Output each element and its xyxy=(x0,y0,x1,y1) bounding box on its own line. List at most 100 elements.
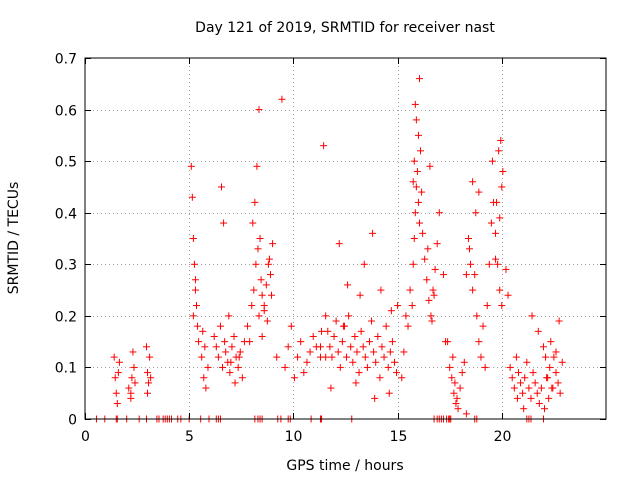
data-point xyxy=(475,338,483,346)
data-point xyxy=(353,348,361,356)
data-point xyxy=(352,379,360,387)
data-point xyxy=(330,332,338,340)
data-point xyxy=(400,348,408,356)
data-point xyxy=(371,394,379,402)
data-point xyxy=(236,348,244,356)
data-point xyxy=(410,235,418,242)
data-point xyxy=(435,209,443,217)
data-point xyxy=(469,178,477,186)
data-point xyxy=(256,235,264,242)
data-point xyxy=(287,322,295,330)
data-point xyxy=(449,353,457,361)
data-point xyxy=(534,327,542,335)
data-point xyxy=(145,379,153,387)
data-point xyxy=(227,358,235,366)
data-point xyxy=(231,379,239,387)
data-point xyxy=(550,353,558,361)
data-point xyxy=(128,374,136,382)
data-point xyxy=(131,379,139,387)
data-point xyxy=(144,389,152,397)
data-point xyxy=(504,291,512,299)
data-point xyxy=(481,363,489,371)
data-point xyxy=(471,271,479,279)
data-point xyxy=(113,400,121,408)
data-point xyxy=(190,260,198,268)
data-point xyxy=(469,286,477,294)
data-point xyxy=(439,271,447,279)
data-point xyxy=(332,317,340,325)
x-tick-labels: 0 5 10 15 20 xyxy=(81,429,511,445)
data-point xyxy=(382,322,390,330)
data-point xyxy=(268,291,276,299)
x-tick-label: 10 xyxy=(285,429,303,445)
data-point xyxy=(387,307,395,315)
data-point xyxy=(356,291,364,299)
data-point xyxy=(221,338,229,346)
data-point xyxy=(406,286,414,294)
data-point xyxy=(472,209,480,217)
data-point xyxy=(320,142,328,150)
data-point xyxy=(112,389,120,397)
data-point xyxy=(235,353,243,361)
y-tick-label: 0.3 xyxy=(55,258,77,274)
data-point xyxy=(339,322,347,330)
data-point xyxy=(349,358,357,366)
data-point xyxy=(284,343,292,351)
data-point xyxy=(127,389,135,397)
data-point xyxy=(244,322,252,330)
data-point xyxy=(462,410,470,418)
data-point xyxy=(130,363,138,371)
data-point xyxy=(446,363,454,371)
data-point xyxy=(146,353,154,361)
data-point xyxy=(430,291,438,299)
data-point xyxy=(189,235,197,242)
data-point xyxy=(424,245,432,253)
data-point xyxy=(508,374,516,382)
data-point xyxy=(421,255,429,263)
data-point xyxy=(415,75,423,83)
x-tick-label: 5 xyxy=(185,429,194,445)
data-point xyxy=(194,322,202,330)
data-point xyxy=(192,302,200,310)
data-point xyxy=(345,312,353,320)
y-tick-label: 0.7 xyxy=(55,52,77,68)
data-point xyxy=(408,302,416,310)
y-tick-label: 0.1 xyxy=(55,361,77,377)
data-point xyxy=(492,229,500,237)
data-point xyxy=(517,379,525,387)
data-point xyxy=(281,363,289,371)
data-point xyxy=(414,131,422,139)
data-point xyxy=(398,374,406,382)
data-point xyxy=(448,374,456,382)
data-point xyxy=(506,363,514,371)
data-point xyxy=(253,162,261,170)
data-point xyxy=(328,353,336,361)
data-point xyxy=(498,183,506,191)
tick-marks xyxy=(85,58,606,420)
data-point xyxy=(370,348,378,356)
data-point xyxy=(558,358,566,366)
data-point xyxy=(336,363,344,371)
data-point xyxy=(427,312,435,320)
data-point xyxy=(423,276,431,284)
data-point xyxy=(429,286,437,294)
data-point xyxy=(361,353,369,361)
data-point xyxy=(372,358,380,366)
data-point xyxy=(494,260,502,268)
data-point xyxy=(369,229,377,237)
data-point xyxy=(355,369,363,377)
data-point xyxy=(493,198,501,206)
data-point xyxy=(528,312,536,320)
data-point xyxy=(512,353,520,361)
data-point xyxy=(514,369,522,377)
data-point xyxy=(210,332,218,340)
x-tick-label: 20 xyxy=(494,429,512,445)
data-point xyxy=(462,271,470,279)
data-point xyxy=(249,219,257,227)
data-point xyxy=(250,286,258,294)
data-point xyxy=(546,363,554,371)
data-point xyxy=(195,338,203,346)
x-tick-label: 15 xyxy=(390,429,408,445)
data-point xyxy=(483,302,491,310)
